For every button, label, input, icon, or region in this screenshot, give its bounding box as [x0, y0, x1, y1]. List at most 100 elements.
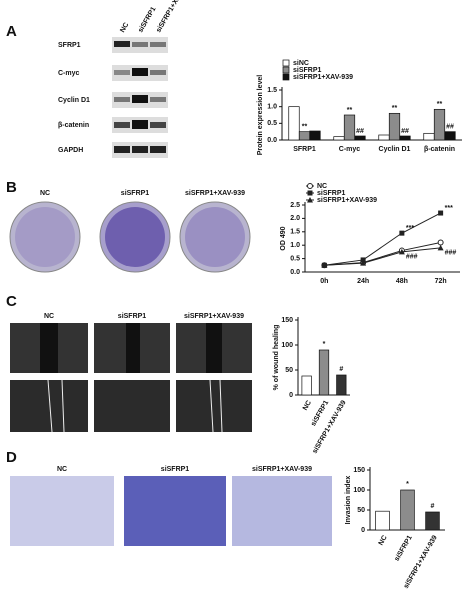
colony-images — [9, 201, 251, 273]
annotation: ** — [347, 107, 353, 114]
blot-row-label: β-catenin — [58, 122, 89, 129]
y-tick-label: 1.5 — [290, 229, 300, 236]
blot-row-label: Cyclin D1 — [58, 97, 90, 104]
x-tick-label: siSFRP1 — [394, 534, 414, 562]
y-tick-label: 50 — [285, 367, 293, 374]
bar — [378, 134, 390, 141]
bar — [425, 511, 440, 531]
blot-row-label: SFRP1 — [58, 42, 81, 49]
blot-column-label: NC — [119, 22, 130, 34]
annotation: *** — [406, 225, 414, 232]
bar — [288, 106, 300, 141]
annotation: # — [339, 366, 343, 373]
point — [360, 257, 366, 263]
blot-column-label: siSFRP1+XAV-939 — [155, 0, 191, 34]
legend-swatch — [282, 73, 290, 81]
legend-label: siSFRP1 — [317, 190, 346, 197]
annotation: # — [431, 503, 435, 510]
y-tick-label: 2.5 — [290, 202, 300, 209]
y-tick-label: 1.5 — [267, 87, 277, 94]
point — [307, 190, 313, 196]
y-tick-label: 150 — [353, 467, 365, 474]
annotation: ** — [392, 105, 398, 112]
point — [437, 244, 444, 251]
bar — [309, 130, 321, 141]
point — [399, 230, 405, 236]
x-tick-label: SFRP1 — [293, 146, 316, 153]
x-tick-label: Cyclin D1 — [379, 146, 411, 153]
bar — [298, 131, 311, 141]
point — [307, 183, 313, 189]
y-tick-label: 1.0 — [267, 104, 277, 111]
y-tick-label: 1.0 — [290, 242, 300, 249]
point — [321, 262, 328, 268]
annotation: ### — [406, 254, 418, 261]
annotation: ## — [356, 128, 364, 135]
x-tick-label: 0h — [320, 278, 328, 285]
legend-label: NC — [317, 183, 327, 190]
point — [438, 210, 444, 216]
image-label: siSFRP1 — [121, 190, 150, 197]
y-axis-label: OD 490 — [280, 226, 287, 250]
bar — [399, 135, 411, 141]
image-label: NC — [44, 313, 54, 320]
annotation: ### — [445, 250, 457, 257]
annotation: ## — [446, 124, 454, 131]
x-tick-label: 48h — [396, 278, 408, 285]
image-label: siSFRP1 — [118, 313, 147, 320]
y-tick-label: 0 — [361, 527, 365, 534]
x-tick-label: NC — [302, 399, 313, 411]
bar — [336, 374, 347, 396]
bar — [354, 135, 366, 141]
bar — [375, 510, 390, 531]
legend-label: siSFRP1+XAV-939 — [317, 197, 377, 204]
y-axis-label: % of wound healing — [273, 325, 280, 391]
x-tick-label: siSFRP1+XAV-939 — [312, 399, 348, 455]
y-axis-label: Protein expression level — [257, 75, 264, 156]
x-tick-label: C-myc — [339, 146, 361, 153]
y-tick-label: 0.0 — [290, 269, 300, 276]
image-label: siSFRP1+XAV-939 — [252, 466, 312, 473]
line — [324, 212, 441, 266]
y-tick-label: 0.0 — [267, 137, 277, 144]
bar — [423, 132, 435, 141]
annotation: * — [323, 341, 326, 348]
point — [437, 239, 444, 246]
image-label: siSFRP1 — [161, 466, 190, 473]
y-tick-label: 2.0 — [290, 215, 300, 222]
y-tick-label: 100 — [353, 487, 365, 494]
invasion-images — [10, 476, 332, 546]
y-tick-label: 100 — [281, 342, 293, 349]
image-label: siSFRP1+XAV-939 — [185, 190, 245, 197]
annotation: * — [406, 481, 409, 488]
y-axis-label: Invasion index — [345, 476, 352, 525]
annotation: ** — [302, 124, 308, 131]
point — [398, 248, 405, 255]
blot — [112, 37, 168, 158]
bar — [444, 131, 456, 141]
x-tick-label: 72h — [435, 278, 447, 285]
panel-letter: C — [6, 293, 17, 310]
point — [360, 260, 367, 266]
bar — [388, 112, 401, 141]
bar — [343, 114, 356, 141]
blot-column-label: siSFRP1 — [137, 6, 157, 34]
point — [307, 197, 313, 203]
legend-label: siNC — [293, 60, 309, 67]
x-tick-label: β-catenin — [424, 146, 455, 153]
x-tick-label: NC — [378, 534, 389, 546]
blot-row-label: C-myc — [58, 70, 80, 77]
bar — [433, 108, 446, 141]
blot-row-label: GAPDH — [58, 147, 83, 154]
line — [324, 247, 441, 266]
legend-swatch — [282, 66, 290, 74]
bar — [333, 136, 345, 141]
y-tick-label: 50 — [357, 507, 365, 514]
y-tick-label: 0.5 — [290, 255, 300, 262]
legend-label: siSFRP1+XAV-939 — [293, 74, 353, 81]
image-label: NC — [40, 190, 50, 197]
y-tick-label: 150 — [281, 317, 293, 324]
legend-swatch — [282, 59, 290, 67]
annotation: *** — [445, 205, 453, 212]
